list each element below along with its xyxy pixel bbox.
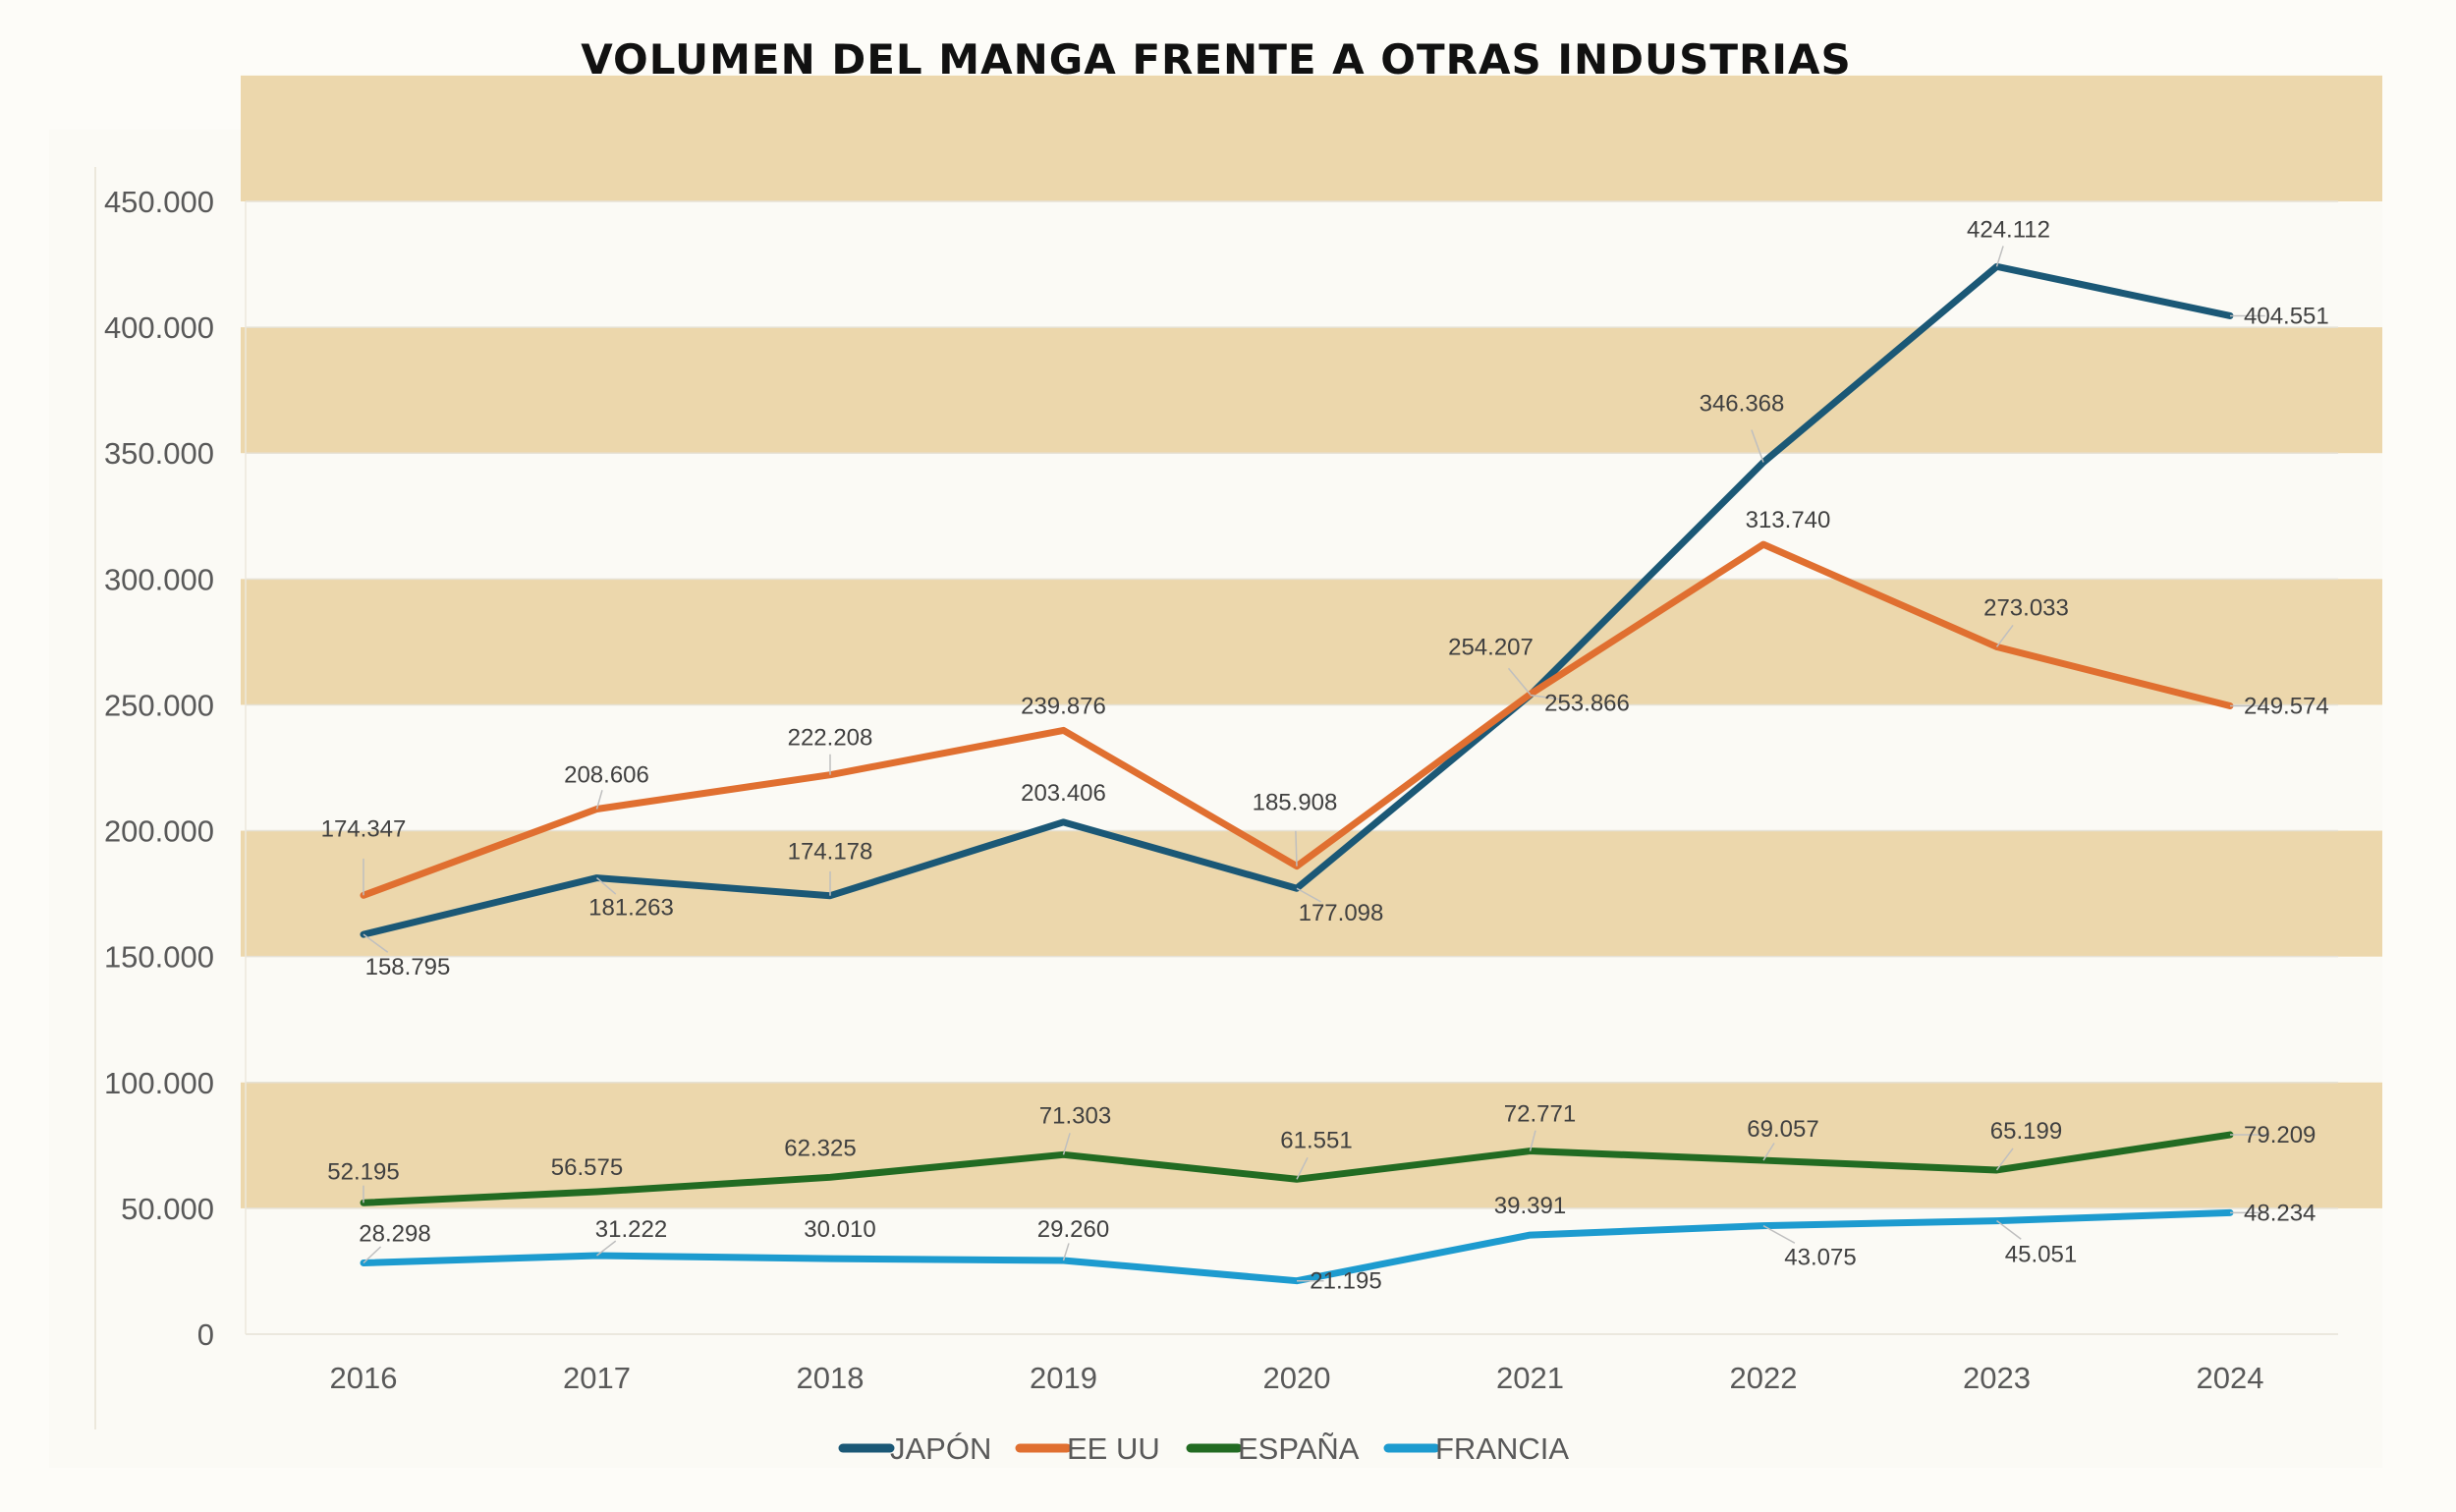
label-leader-line (1996, 1219, 2022, 1240)
label-leader-line (1995, 624, 2014, 647)
data-label: 72.771 (1504, 1101, 1576, 1128)
data-point (1060, 818, 1067, 825)
data-label: 203.406 (1021, 780, 1106, 807)
label-leader-line (1507, 667, 1532, 696)
y-axis: 0 50.000 100.000 150.000 200.000 250.000 300.0… (94, 167, 247, 1429)
x-axis: 2016 2017 2018 2019 2020 2021 2022 2023 2024 (330, 1361, 2264, 1395)
label-leader-line (1995, 246, 2004, 267)
y-tick-label: 450.000 (104, 185, 214, 219)
legend-label: EE UU (1067, 1431, 1160, 1466)
x-tick-label: 2020 (1263, 1361, 1331, 1395)
data-label: 424.112 (1967, 216, 2050, 243)
data-label: 404.551 (2244, 303, 2329, 329)
y-tick-label: 350.000 (104, 436, 214, 471)
label-leader-line (363, 933, 389, 953)
data-label: 249.574 (2244, 694, 2329, 720)
x-tick-label: 2017 (563, 1361, 631, 1395)
background-band (241, 327, 2382, 454)
x-tick-label: 2018 (797, 1361, 865, 1395)
label-leader-line (1062, 1243, 1070, 1261)
background-band (241, 830, 2382, 957)
label-leader-line (1751, 429, 1764, 463)
y-tick-label: 0 (197, 1317, 214, 1352)
data-label: 48.234 (2244, 1200, 2316, 1226)
legend: JAPÓN EE UU ESPAÑA FRANCIA (838, 1431, 1569, 1466)
gridlines (246, 200, 2338, 1335)
data-point (1060, 727, 1067, 734)
data-label: 313.740 (1746, 507, 1831, 533)
label-leader-line (1296, 887, 1322, 903)
y-tick-label: 200.000 (104, 814, 214, 849)
data-label: 43.075 (1784, 1245, 1856, 1271)
data-label: 239.876 (1021, 693, 1106, 719)
data-label: 253.866 (1544, 691, 1630, 717)
background-band (241, 579, 2382, 705)
data-label: 174.347 (321, 815, 407, 842)
data-label: 28.298 (359, 1220, 430, 1247)
x-tick-label: 2019 (1030, 1361, 1097, 1395)
x-tick-label: 2022 (1730, 1361, 1798, 1395)
data-labels: 158.795 181.263 174.178 203.406 177.098 253.8… (321, 216, 2329, 1294)
data-label: 181.263 (588, 895, 674, 922)
legend-label: FRANCIA (1435, 1431, 1569, 1466)
data-label: 29.260 (1037, 1216, 1109, 1243)
data-label: 222.208 (788, 725, 873, 752)
chart-title: VOLUMEN DEL MANGA FRENTE A OTRAS INDUSTR… (581, 35, 1851, 84)
y-tick-label: 300.000 (104, 562, 214, 596)
background-band (241, 1082, 2382, 1208)
legend-label: ESPAÑA (1238, 1431, 1360, 1466)
data-label: 158.795 (365, 954, 451, 980)
label-leader-line (1995, 1148, 2014, 1171)
label-leader-line (1762, 1224, 1796, 1244)
label-leader-line (1295, 830, 1298, 867)
label-leader-line (596, 876, 617, 895)
data-label: 174.178 (788, 839, 873, 866)
data-point (593, 1189, 600, 1196)
data-label: 185.908 (1253, 790, 1338, 816)
y-tick-label: 50.000 (121, 1192, 214, 1226)
background-band (241, 75, 2382, 201)
data-label: 52.195 (327, 1158, 399, 1185)
data-label: 346.368 (1700, 391, 1785, 418)
data-label: 79.209 (2244, 1122, 2316, 1148)
data-label: 65.199 (1990, 1118, 2062, 1145)
label-leader-line (1762, 1143, 1775, 1161)
label-leader-line (1062, 1133, 1071, 1155)
data-label: 31.222 (595, 1216, 667, 1243)
y-tick-label: 400.000 (104, 310, 214, 345)
x-tick-label: 2024 (2197, 1361, 2264, 1395)
data-label: 56.575 (551, 1154, 623, 1181)
data-point (1760, 541, 1766, 548)
label-leader-line (363, 1246, 382, 1264)
data-label: 177.098 (1299, 900, 1384, 926)
data-label: 39.391 (1494, 1193, 1566, 1219)
data-label: 254.207 (1448, 635, 1534, 661)
data-label: 21.195 (1310, 1268, 1381, 1295)
data-label: 69.057 (1747, 1116, 1818, 1143)
data-label: 61.551 (1280, 1127, 1352, 1153)
data-point (827, 1174, 833, 1181)
data-label: 71.303 (1039, 1102, 1111, 1129)
data-label: 273.033 (1983, 594, 2069, 621)
x-tick-label: 2023 (1963, 1361, 2031, 1395)
data-label: 208.606 (564, 762, 649, 789)
x-tick-label: 2021 (1496, 1361, 1564, 1395)
y-tick-label: 100.000 (104, 1066, 214, 1100)
data-label: 30.010 (804, 1216, 875, 1243)
label-leader-line (595, 790, 603, 810)
y-tick-label: 250.000 (104, 688, 214, 722)
data-point (827, 1256, 833, 1262)
data-point (1527, 1232, 1534, 1239)
legend-label: JAPÓN (890, 1431, 991, 1466)
label-leader-line (1530, 694, 1562, 700)
y-tick-label: 150.000 (104, 940, 214, 975)
label-leader-line (1296, 1156, 1309, 1180)
x-tick-label: 2016 (330, 1361, 398, 1395)
label-leader-line (1529, 1130, 1536, 1151)
label-leader-line (596, 1240, 617, 1257)
data-label: 45.051 (2005, 1242, 2077, 1268)
data-label: 62.325 (784, 1135, 856, 1161)
